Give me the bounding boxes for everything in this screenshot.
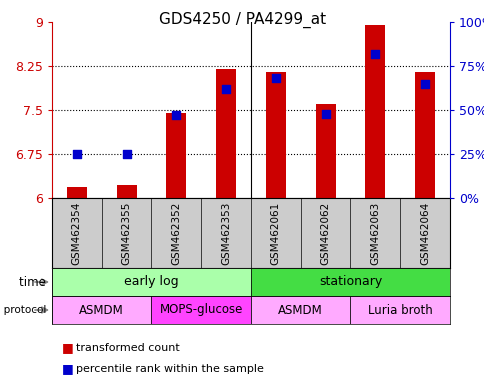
Bar	[117, 185, 136, 198]
Text: GSM462352: GSM462352	[171, 202, 181, 265]
Bar	[52, 268, 251, 296]
Bar	[251, 296, 350, 324]
Text: transformed count: transformed count	[76, 343, 180, 353]
Bar	[265, 72, 285, 198]
Point	[73, 151, 81, 157]
Text: GSM462063: GSM462063	[370, 202, 379, 265]
Bar	[151, 296, 251, 324]
Point	[272, 75, 279, 81]
Point	[172, 112, 180, 118]
Text: GSM462354: GSM462354	[72, 202, 82, 265]
Point	[421, 81, 428, 87]
Text: ■: ■	[61, 362, 73, 375]
Text: GDS4250 / PA4299_at: GDS4250 / PA4299_at	[159, 12, 325, 28]
Text: ASMDM: ASMDM	[278, 303, 322, 316]
Text: early log: early log	[124, 275, 179, 288]
Text: Luria broth: Luria broth	[367, 303, 432, 316]
Text: GSM462064: GSM462064	[419, 202, 429, 265]
Bar	[414, 72, 434, 198]
Point	[122, 151, 130, 157]
Bar	[67, 187, 87, 198]
Text: growth protocol: growth protocol	[0, 305, 49, 315]
Bar	[350, 296, 449, 324]
Bar	[315, 104, 335, 198]
Bar	[52, 296, 151, 324]
Text: percentile rank within the sample: percentile rank within the sample	[76, 364, 264, 374]
Text: GSM462355: GSM462355	[121, 202, 131, 265]
Point	[371, 51, 378, 57]
Bar	[251, 268, 449, 296]
Text: time: time	[19, 275, 49, 288]
Text: MOPS-glucose: MOPS-glucose	[159, 303, 242, 316]
Bar	[364, 25, 384, 198]
Text: GSM462353: GSM462353	[221, 202, 231, 265]
Point	[222, 86, 229, 92]
Bar	[166, 113, 186, 198]
Text: ASMDM: ASMDM	[79, 303, 124, 316]
Bar	[216, 69, 236, 198]
Text: GSM462062: GSM462062	[320, 202, 330, 265]
Text: ■: ■	[61, 341, 73, 354]
Text: stationary: stationary	[318, 275, 381, 288]
Point	[321, 111, 329, 117]
Text: GSM462061: GSM462061	[271, 202, 280, 265]
